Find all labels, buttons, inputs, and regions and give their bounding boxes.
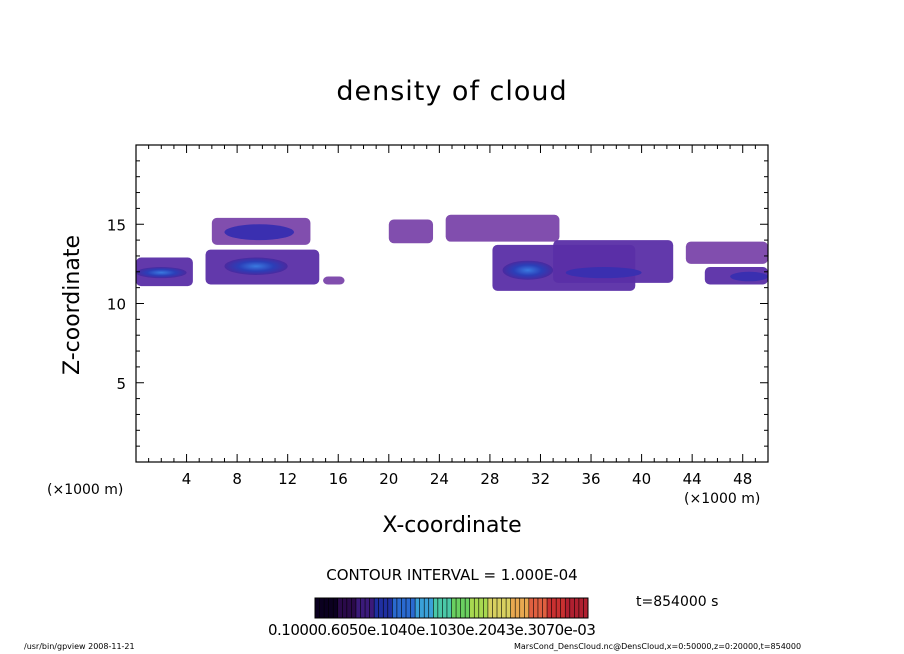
colorbar-stripe bbox=[583, 598, 589, 618]
colorbar-stripe bbox=[460, 598, 466, 618]
colorbar-stripe bbox=[519, 598, 525, 618]
colorbar-stripe bbox=[547, 598, 553, 618]
cloud-core-6 bbox=[502, 260, 554, 280]
colorbar-stripe bbox=[337, 598, 343, 618]
x-tick-label: 16 bbox=[329, 470, 348, 488]
colorbar-stripe bbox=[324, 598, 330, 618]
colorbar-stripe bbox=[442, 598, 448, 618]
colorbar-stripe bbox=[419, 598, 425, 618]
colorbar-stripe bbox=[465, 598, 471, 618]
colorbar-stripe bbox=[424, 598, 430, 618]
x-tick-label: 32 bbox=[531, 470, 550, 488]
colorbar-stripe bbox=[396, 598, 402, 618]
x-tick-label: 28 bbox=[480, 470, 499, 488]
colorbar-stripe bbox=[415, 598, 421, 618]
colorbar-stripe bbox=[446, 598, 452, 618]
colorbar-stripe bbox=[551, 598, 557, 618]
colorbar-stripe bbox=[433, 598, 439, 618]
colorbar-stripe bbox=[478, 598, 484, 618]
y-tick-label: 15 bbox=[107, 216, 126, 234]
colorbar-stripe bbox=[574, 598, 580, 618]
colorbar-stripe bbox=[333, 598, 339, 618]
cloud-region-4 bbox=[388, 219, 434, 244]
x-tick-label: 8 bbox=[232, 470, 242, 488]
colorbar-stripe bbox=[406, 598, 412, 618]
x-tick-label: 44 bbox=[683, 470, 702, 488]
colorbar-stripe bbox=[315, 598, 321, 618]
colorbar-stripe bbox=[456, 598, 462, 618]
colorbar-stripe bbox=[374, 598, 380, 618]
colorbar-stripe bbox=[392, 598, 398, 618]
colorbar-frame bbox=[314, 597, 589, 619]
x-tick-label: 24 bbox=[430, 470, 449, 488]
colorbar-stripe bbox=[360, 598, 366, 618]
colorbar-stripe bbox=[542, 598, 548, 618]
colorbar-stripe bbox=[346, 598, 352, 618]
colorbar-stripe bbox=[319, 598, 325, 618]
x-tick-label: 20 bbox=[379, 470, 398, 488]
cloud-core-7 bbox=[565, 267, 642, 279]
colorbar-stripe bbox=[497, 598, 503, 618]
y-tick-label: 10 bbox=[107, 296, 126, 314]
colorbar-stripe bbox=[437, 598, 443, 618]
colorbar-stripe bbox=[365, 598, 371, 618]
colorbar-stripe bbox=[501, 598, 507, 618]
colorbar-stripe bbox=[355, 598, 361, 618]
x-tick-label: 12 bbox=[278, 470, 297, 488]
x-tick-label: 4 bbox=[182, 470, 192, 488]
plot-frame bbox=[135, 144, 769, 463]
colorbar-stripe bbox=[351, 598, 357, 618]
colorbar-stripe bbox=[533, 598, 539, 618]
colorbar-stripe bbox=[401, 598, 407, 618]
cloud-region-5 bbox=[445, 214, 560, 242]
colorbar-stripe bbox=[369, 598, 375, 618]
cloud-region-8 bbox=[685, 241, 768, 264]
colorbar-stripe bbox=[528, 598, 534, 618]
colorbar-stripe bbox=[560, 598, 566, 618]
footer-data-source: MarsCond_DensCloud.nc@DensCloud,x=0:5000… bbox=[514, 642, 802, 651]
chart-title: density of cloud bbox=[336, 76, 568, 107]
colorbar-stripe bbox=[378, 598, 384, 618]
cloud-core-1 bbox=[224, 257, 288, 275]
colorbar-stripe bbox=[515, 598, 521, 618]
colorbar-stripe bbox=[469, 598, 475, 618]
cloud-core-2 bbox=[224, 224, 294, 241]
colorbar-stripe bbox=[342, 598, 348, 618]
cloud-region-3 bbox=[323, 276, 345, 285]
time-label: t=854000 s bbox=[636, 594, 719, 610]
x-axis-label: X-coordinate bbox=[382, 513, 522, 538]
colorbar-stripe bbox=[383, 598, 389, 618]
colorbar-stripe bbox=[487, 598, 493, 618]
colorbar-stripe bbox=[451, 598, 457, 618]
colorbar-stripe bbox=[565, 598, 571, 618]
colorbar-stripe bbox=[483, 598, 489, 618]
colorbar-tick-labels: 0.10000.6050e.1040e.1030e.2043e.3070e-03 bbox=[268, 621, 596, 639]
colorbar-stripe bbox=[569, 598, 575, 618]
colorbar-stripe bbox=[387, 598, 393, 618]
x-unit-label-left: (×1000 m) bbox=[47, 482, 124, 498]
colorbar-stripe bbox=[556, 598, 562, 618]
x-tick-label: 48 bbox=[733, 470, 752, 488]
cloud-core-0 bbox=[136, 267, 187, 279]
x-tick-label: 36 bbox=[581, 470, 600, 488]
x-tick-label: 40 bbox=[632, 470, 651, 488]
colorbar-stripe bbox=[506, 598, 512, 618]
y-tick-label: 5 bbox=[116, 375, 126, 393]
colorbar-stripe bbox=[510, 598, 516, 618]
colorbar-stripe bbox=[328, 598, 334, 618]
colorbar-stripe bbox=[428, 598, 434, 618]
colorbar-stripe bbox=[537, 598, 543, 618]
colorbar-stripe bbox=[492, 598, 498, 618]
contour-interval-label: CONTOUR INTERVAL = 1.000E-04 bbox=[326, 566, 578, 584]
cloud-core-9 bbox=[730, 271, 768, 282]
x-unit-label-right: (×1000 m) bbox=[684, 491, 761, 507]
colorbar-stripe bbox=[524, 598, 530, 618]
footer-program-date: /usr/bin/gpview 2008-11-21 bbox=[24, 642, 135, 651]
colorbar-stripe bbox=[410, 598, 416, 618]
colorbar-stripe bbox=[578, 598, 584, 618]
colorbar-stripe bbox=[474, 598, 480, 618]
